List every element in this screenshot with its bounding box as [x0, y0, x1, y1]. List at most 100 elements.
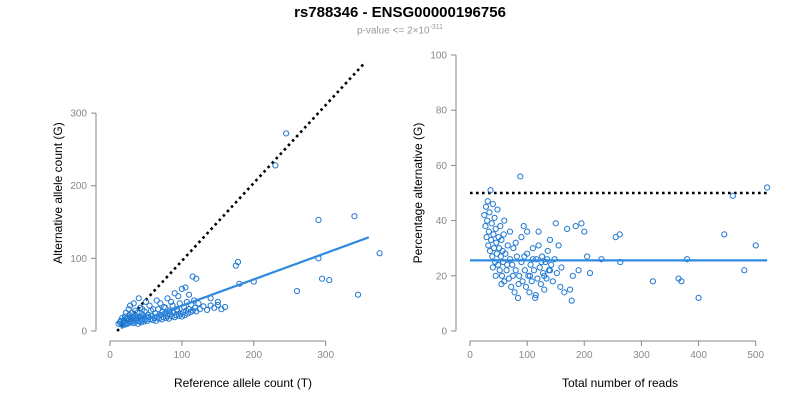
panel-2-data-point	[489, 200, 496, 208]
panel-2-data-point	[549, 278, 556, 285]
panel-1-data-point	[318, 275, 326, 282]
panel-2-data-point	[584, 253, 591, 260]
panel-2-data-point	[515, 280, 522, 288]
panel-2-data-point	[518, 234, 525, 241]
panel-2-x-tick-label: 300	[633, 350, 650, 361]
panel-2-data-point	[496, 245, 503, 252]
panel-2-data-point	[741, 267, 748, 274]
panel-2-data-point	[503, 267, 510, 274]
panel-2-x-tick-label: 200	[576, 350, 593, 361]
panel-1-data-point	[153, 297, 160, 304]
panel-2-data-point	[529, 256, 536, 263]
panel-2-data-point	[616, 231, 623, 238]
panel-2-data-point	[649, 278, 656, 285]
panel-1-y-axis-title: Alternative allele count (G)	[51, 122, 65, 263]
panel-1-data-point	[326, 277, 333, 284]
panel-2-data-point	[526, 289, 533, 296]
panel-1-reference-line	[116, 61, 367, 332]
panel-2-data-point	[524, 228, 531, 235]
panel-2-data-point	[544, 256, 551, 263]
panel-2-data-point	[535, 228, 542, 235]
panel-1-data-point	[200, 303, 207, 310]
chart-subtitle: p-value <= 2×10-311	[0, 24, 800, 36]
panel-2-data-point	[684, 256, 691, 263]
panel-1-data-point	[195, 300, 202, 307]
panel-2-x-tick-label: 100	[519, 350, 536, 361]
panel-2-data-point	[551, 256, 558, 263]
panel-2-data-point	[581, 228, 588, 235]
panel-2-data-point	[586, 269, 594, 277]
chart-title: rs788346 - ENSG00000196756	[294, 4, 506, 21]
panel-2-data-point	[548, 261, 555, 268]
panel-2-y-tick-label: 0	[441, 327, 447, 338]
panel-2-data-point	[510, 245, 517, 252]
panel-1-data-point	[376, 250, 383, 257]
panel-2-data-point	[537, 280, 544, 288]
panel-2-data-point	[490, 245, 498, 252]
panel-2-data-point	[541, 286, 548, 293]
panel-1-y-tick-label: 300	[70, 109, 87, 120]
panel-1-x-tick-label: 300	[317, 350, 334, 361]
panel-1-data-point	[234, 258, 242, 266]
panel-1-data-point	[214, 298, 221, 306]
panel-1-data-point	[157, 300, 164, 307]
panel-2-data-point	[553, 269, 560, 277]
panel-2-data-point	[521, 253, 528, 260]
panel-2-data-point	[504, 261, 511, 268]
panel-2-data-point	[522, 283, 530, 290]
panel-2-data-point	[497, 223, 504, 230]
panel-2-data-point	[485, 228, 492, 235]
panel-2-data-point	[509, 272, 516, 279]
panel-2-data-point	[520, 223, 527, 230]
panel-2-data-point	[498, 236, 505, 244]
panel-2-data-point	[500, 231, 507, 238]
panel-2-data-point	[498, 272, 506, 279]
panel-1-data-point	[182, 284, 189, 291]
panel-2-data-point	[536, 264, 543, 271]
panel-2-data-point	[482, 203, 490, 210]
panel-2-data-point	[566, 286, 574, 293]
panel-2-data-point	[482, 223, 489, 230]
panel-2-data-point	[511, 289, 518, 296]
panel-1-data-point	[164, 295, 171, 302]
panel-2-data-point	[555, 242, 562, 249]
panel-2-data-point	[493, 239, 500, 246]
panel-1-data-point	[221, 303, 229, 311]
panel-1-data-point	[351, 213, 358, 220]
panel-2-data-point	[506, 256, 514, 263]
panel-2-data-point	[525, 272, 532, 279]
panel-2-data-point	[535, 242, 542, 249]
panel-2-data-point	[572, 223, 579, 230]
panel-2-data-point	[764, 184, 771, 191]
panel-2-data-point	[496, 267, 503, 274]
panel-2-x-axis-title: Total number of reads	[562, 376, 678, 390]
panel-2-data-point	[526, 272, 534, 279]
panel-2-data-point	[489, 253, 496, 260]
panel-1-data-point	[272, 162, 279, 169]
panel-1-data-point	[137, 304, 144, 311]
panel-1-data-point	[125, 306, 132, 313]
panel-2-data-point	[532, 292, 539, 299]
panel-1-x-tick-label: 200	[245, 350, 262, 361]
panel-2-data-point	[527, 261, 534, 268]
panel-2-data-point	[484, 198, 491, 205]
panel-2-data-point	[487, 187, 494, 194]
panel-2-data-point	[558, 264, 565, 271]
panel-2-data-point	[678, 278, 685, 285]
panel-2-y-tick-label: 80	[436, 106, 448, 117]
panel-2-data-point	[488, 220, 495, 227]
panel-1-data-point	[193, 275, 200, 282]
panel-2-data-point	[569, 272, 576, 279]
panel-1-x-tick-label: 100	[174, 350, 191, 361]
panel-1-data-point	[155, 306, 162, 313]
panel-1-data-point	[141, 308, 148, 315]
panel-2-data-point	[721, 231, 728, 238]
panel-2-data-point	[530, 267, 538, 274]
panel-1-data-point	[214, 301, 221, 308]
panel-2-data-point	[541, 272, 548, 279]
panel-2-data-point	[509, 261, 516, 268]
panel-1-data-point	[175, 293, 182, 300]
panel-2-data-point	[501, 217, 508, 224]
